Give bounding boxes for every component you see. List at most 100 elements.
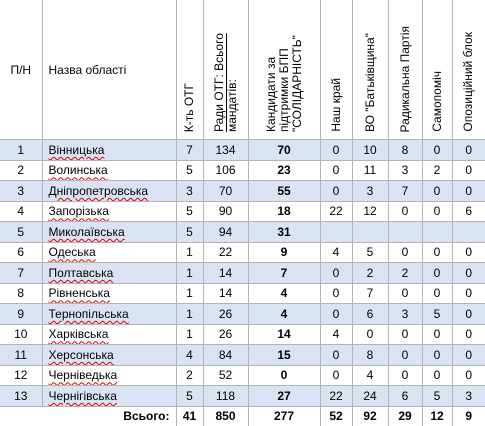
cell: 10 <box>352 139 389 161</box>
cell: 13 <box>0 385 43 407</box>
empty-cell <box>320 221 353 243</box>
table-body: 1 Вінницька 7 134 70 0 10 8 0 0 2 Волинська 5 106 23 0 1… <box>0 139 485 407</box>
region-name: Черніведька <box>42 365 177 386</box>
cell: 5 <box>422 385 453 407</box>
cell: 118 <box>203 385 249 407</box>
cell: 8 <box>0 283 43 304</box>
cell: 0 <box>320 139 353 161</box>
cell: 11 <box>0 344 43 366</box>
cell: 0 <box>388 365 423 386</box>
empty-cell <box>352 221 389 243</box>
cell: 4 <box>176 344 204 366</box>
table-row: 1 Вінницька 7 134 70 0 10 8 0 0 <box>0 139 485 161</box>
column-header: Опозиційний блок <box>452 0 485 140</box>
cell: 18 <box>248 201 321 222</box>
cell: 0 <box>422 242 453 263</box>
cell: 4 <box>0 201 43 222</box>
cell: 5 <box>352 242 389 263</box>
cell: 26 <box>203 303 249 325</box>
cell: 0 <box>452 303 485 325</box>
cell: 0 <box>388 324 423 345</box>
cell: 0 <box>422 324 453 345</box>
total-value: 41 <box>176 406 204 426</box>
cell: 31 <box>248 221 321 243</box>
cell: 1 <box>0 139 43 161</box>
cell: 94 <box>203 221 249 243</box>
cell: 90 <box>203 201 249 222</box>
cell: 0 <box>422 180 453 202</box>
cell: 2 <box>352 262 389 284</box>
total-value: 92 <box>352 406 389 426</box>
cell: 0 <box>452 324 485 345</box>
cell: 0 <box>320 365 353 386</box>
cell: 5 <box>176 201 204 222</box>
cell: 1 <box>176 324 204 345</box>
column-header-text: Ради ОТГ: Всього мандатів: <box>212 33 239 132</box>
cell: 0 <box>248 365 321 386</box>
region-name: Херсонська <box>42 344 177 366</box>
cell: 1 <box>176 303 204 325</box>
cell: 0 <box>422 139 453 161</box>
cell: 70 <box>248 139 321 161</box>
table-row: 9 Тернопільська 1 26 4 0 6 3 5 0 <box>0 303 485 325</box>
column-header: ВО "Батьківщина" <box>352 0 389 140</box>
cell: 52 <box>203 365 249 386</box>
column-header: П/Н <box>0 0 43 140</box>
cell: 0 <box>422 201 453 222</box>
column-header-text: Самопоміч <box>430 71 444 132</box>
cell: 5 <box>0 221 43 243</box>
table-row: 3 Дніпропетровська 3 70 55 0 3 7 0 0 <box>0 180 485 202</box>
cell: 0 <box>388 242 423 263</box>
region-name: Рівненська <box>42 283 177 304</box>
empty-cell <box>422 221 453 243</box>
cell: 0 <box>452 242 485 263</box>
empty-cell <box>388 221 423 243</box>
total-value: 29 <box>388 406 423 426</box>
region-name: Запорізька <box>42 201 177 222</box>
region-name: Чернігівська <box>42 385 177 407</box>
region-name: Одеська <box>42 242 177 263</box>
cell: 12 <box>0 365 43 386</box>
cell: 0 <box>388 283 423 304</box>
column-header: Наш край <box>320 0 353 140</box>
cell: 24 <box>352 385 389 407</box>
cell: 84 <box>203 344 249 366</box>
table-row: 7 Полтавська 1 14 7 0 2 2 0 0 <box>0 262 485 284</box>
cell: 9 <box>0 303 43 325</box>
cell: 10 <box>0 324 43 345</box>
cell: 5 <box>176 160 204 181</box>
cell: 0 <box>452 180 485 202</box>
cell: 1 <box>176 262 204 284</box>
cell: 4 <box>248 283 321 304</box>
column-header-text: Кандидати за підтримки БПП "СОЛІДАРНІСТЬ… <box>264 35 304 132</box>
cell: 6 <box>0 242 43 263</box>
table-row: 12 Черніведька 2 52 0 0 4 0 0 0 <box>0 365 485 386</box>
column-header-text: ВО "Батьківщина" <box>363 33 377 132</box>
region-name: Вінницька <box>42 139 177 161</box>
column-header-text: Опозиційний блок <box>462 32 476 132</box>
column-header: Кандидати за підтримки БПП "СОЛІДАРНІСТЬ… <box>248 0 321 140</box>
cell: 4 <box>320 324 353 345</box>
cell: 7 <box>176 139 204 161</box>
region-name: Дніпропетровська <box>42 180 177 202</box>
table-row: 4 Запорізька 5 90 18 22 12 0 0 6 <box>0 201 485 222</box>
cell: 15 <box>248 344 321 366</box>
cell: 0 <box>452 139 485 161</box>
region-name: Харківська <box>42 324 177 345</box>
table-row: 5 Миколаївська 5 94 31 <box>0 221 485 243</box>
cell: 5 <box>176 385 204 407</box>
cell: 0 <box>388 344 423 366</box>
cell: 8 <box>352 344 389 366</box>
total-label: Всього: <box>0 406 177 426</box>
region-name: Тернопільська <box>42 303 177 325</box>
cell: 14 <box>248 324 321 345</box>
table-row: 11 Херсонська 4 84 15 0 8 0 0 0 <box>0 344 485 366</box>
cell: 5 <box>422 303 453 325</box>
cell: 4 <box>248 303 321 325</box>
total-value: 12 <box>422 406 453 426</box>
cell: 3 <box>388 160 423 181</box>
cell: 3 <box>388 303 423 325</box>
cell: 2 <box>176 365 204 386</box>
